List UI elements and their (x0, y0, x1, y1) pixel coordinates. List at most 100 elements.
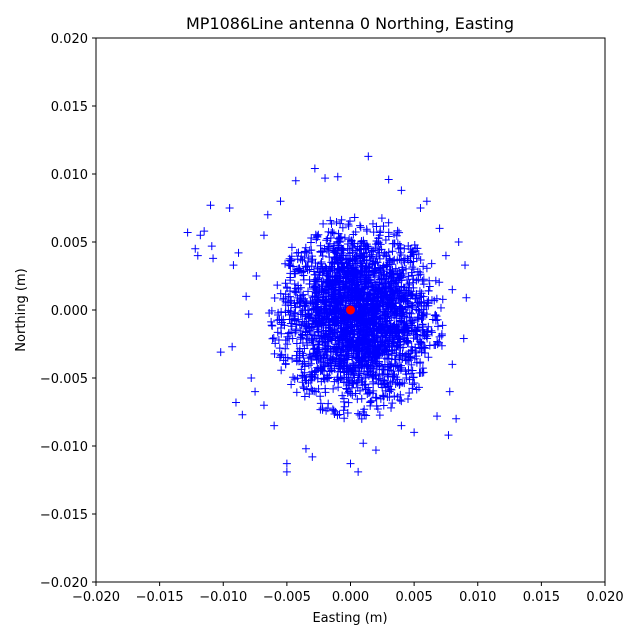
data-point (321, 305, 330, 314)
data-point (409, 283, 418, 292)
data-point (385, 360, 394, 369)
data-point (308, 322, 317, 331)
data-point (438, 295, 447, 304)
data-point (423, 334, 432, 343)
data-point (330, 377, 339, 386)
data-point (300, 368, 309, 377)
data-point (334, 367, 343, 376)
data-point (312, 334, 321, 343)
data-point (323, 354, 332, 363)
data-point (405, 279, 414, 288)
data-point (314, 340, 323, 349)
data-point (336, 219, 345, 228)
data-point (321, 388, 330, 397)
data-point (275, 344, 284, 353)
data-point (372, 236, 381, 245)
data-point (378, 289, 387, 298)
data-point (390, 392, 399, 401)
data-point (380, 354, 389, 363)
data-point (362, 325, 371, 334)
data-point (384, 218, 393, 227)
data-point (342, 384, 351, 393)
data-point (379, 322, 388, 331)
data-point (378, 329, 387, 338)
data-point (402, 309, 411, 318)
data-point (308, 291, 317, 300)
data-point (348, 239, 357, 248)
data-point (379, 376, 388, 385)
data-point (384, 307, 393, 316)
data-point (363, 370, 372, 379)
data-point (289, 373, 298, 382)
data-point (332, 343, 341, 352)
data-point (333, 260, 342, 269)
data-point (304, 253, 313, 262)
data-point (359, 439, 368, 448)
data-point (400, 334, 409, 343)
data-point (339, 406, 348, 415)
data-point (328, 257, 337, 266)
data-point (290, 375, 299, 384)
data-point (398, 378, 407, 387)
data-point (393, 256, 402, 265)
data-point (395, 316, 404, 325)
data-point (377, 275, 386, 284)
data-point (371, 446, 380, 455)
data-point (270, 293, 279, 302)
data-point (302, 319, 311, 328)
data-point (300, 392, 309, 401)
data-point (414, 271, 423, 280)
data-point (367, 328, 376, 337)
data-point (299, 290, 308, 299)
data-point (293, 298, 302, 307)
data-point (351, 228, 360, 237)
data-point (369, 379, 378, 388)
data-point (309, 305, 318, 314)
data-point (325, 252, 334, 261)
data-point (355, 373, 364, 382)
data-point (326, 334, 335, 343)
data-point (282, 467, 291, 476)
data-point (372, 334, 381, 343)
data-point (273, 281, 282, 290)
data-point (348, 337, 357, 346)
data-point (445, 387, 454, 396)
data-point (340, 402, 349, 411)
data-point (318, 252, 327, 261)
data-point (360, 405, 369, 414)
y-tick-label: 0.020 (51, 32, 88, 47)
data-point (355, 369, 364, 378)
data-point (273, 316, 282, 325)
data-point (357, 364, 366, 373)
data-point (375, 228, 384, 237)
data-point (326, 216, 335, 225)
data-point (393, 320, 402, 329)
data-point (356, 249, 365, 258)
data-point (387, 347, 396, 356)
data-point (335, 357, 344, 366)
data-point (380, 336, 389, 345)
data-point (193, 251, 202, 260)
data-point (374, 374, 383, 383)
data-point (309, 267, 318, 276)
data-point (325, 373, 334, 382)
data-point (431, 341, 440, 350)
data-point (419, 325, 428, 334)
data-point (296, 266, 305, 275)
data-point (356, 273, 365, 282)
data-point (386, 265, 395, 274)
data-point (425, 282, 434, 291)
data-point (314, 314, 323, 323)
data-point (367, 338, 376, 347)
data-point (413, 332, 422, 341)
data-point (396, 248, 405, 257)
data-point (320, 286, 329, 295)
data-point (403, 339, 412, 348)
data-point (321, 331, 330, 340)
data-point (364, 152, 373, 161)
plot-area (183, 152, 471, 476)
data-point (367, 348, 376, 357)
data-point (370, 285, 379, 294)
y-tick-label: 0.015 (51, 100, 88, 115)
data-point (397, 251, 406, 260)
